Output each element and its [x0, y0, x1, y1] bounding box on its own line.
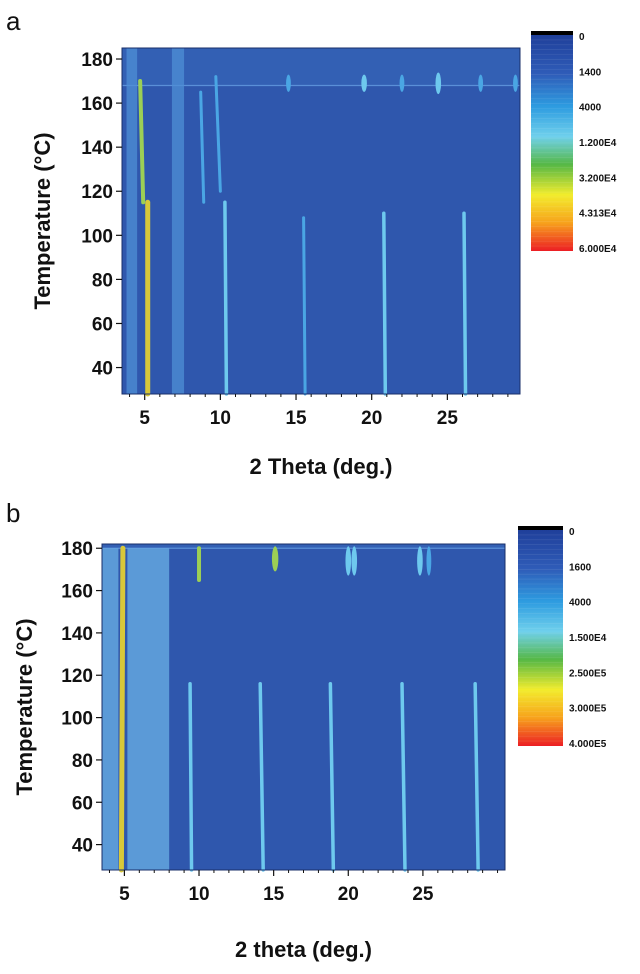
- y-tick-label: 160: [61, 582, 93, 603]
- x-ticks-b: 5 10 15 20 25: [108, 870, 499, 905]
- panel-label-a: a: [6, 6, 21, 36]
- y-tick-label: 120: [81, 182, 113, 203]
- colorbar-label: 4000: [569, 598, 592, 609]
- diffraction-peak: [426, 546, 432, 576]
- diffraction-peak: [345, 546, 352, 576]
- y-ticks-a: 40 60 80 100 120 140 160 180: [81, 50, 122, 380]
- plot-frame: [121, 47, 521, 395]
- colorbar-label: 0: [569, 527, 575, 538]
- colorbar-label: 1600: [569, 562, 592, 573]
- panel-label-b: b: [6, 498, 20, 528]
- y-tick-label: 60: [72, 793, 93, 814]
- y-tick-label: 120: [61, 666, 93, 687]
- x-tick-label: 15: [263, 884, 285, 905]
- x-tick-label: 20: [338, 884, 359, 905]
- colorbar-label: 2.500E5: [569, 668, 607, 679]
- diffraction-band: [102, 548, 119, 870]
- colorbar-gradient: [518, 530, 563, 746]
- diffraction-peak: [188, 681, 194, 872]
- y-ticks-b: 40 60 80 100 120 140 160 180: [61, 539, 102, 857]
- y-tick-label: 100: [81, 226, 113, 247]
- diffraction-band: [171, 48, 185, 394]
- diffraction-peak: [435, 72, 442, 95]
- diffraction-peak: [462, 211, 468, 396]
- diffraction-peak: [271, 546, 279, 572]
- colorbar-label: 1.500E4: [569, 633, 607, 644]
- diffraction-peak: [351, 546, 358, 576]
- y-tick-label: 60: [92, 314, 113, 335]
- colorbar-label: 0: [579, 32, 585, 43]
- colorbar-zero-band: [531, 31, 573, 35]
- diffraction-band: [126, 48, 138, 394]
- y-axis-label-a: Temperature (°C): [30, 132, 55, 309]
- diffraction-peak: [223, 200, 229, 396]
- x-tick-label: 5: [139, 408, 150, 429]
- y-tick-label: 80: [92, 270, 113, 291]
- diffraction-peak: [328, 681, 336, 872]
- colorbar-label: 4.000E5: [569, 739, 607, 750]
- y-tick-label: 180: [81, 50, 113, 71]
- colorbar-label: 1400: [579, 67, 602, 78]
- y-tick-label: 140: [81, 138, 113, 159]
- colorbar-label: 3.000E5: [569, 704, 607, 715]
- colorbar-label: 4.313E4: [579, 209, 617, 220]
- diffraction-peak: [302, 216, 307, 396]
- x-ticks-a: 5 10 15 20 25: [129, 394, 509, 429]
- x-tick-label: 25: [412, 884, 434, 905]
- x-tick-label: 20: [361, 408, 382, 429]
- x-axis-label-b: 2 theta (deg.): [235, 937, 372, 962]
- y-tick-label: 80: [72, 751, 93, 772]
- y-tick-label: 160: [81, 94, 113, 115]
- high-temperature-region: [102, 544, 505, 549]
- heatmap-a: [121, 47, 521, 397]
- y-tick-label: 40: [72, 836, 93, 857]
- colorbar-label: 1.200E4: [579, 138, 617, 149]
- colorbar-gradient: [531, 35, 573, 251]
- diffraction-peak: [361, 74, 367, 92]
- high-temperature-region: [122, 48, 520, 86]
- colorbar-b: 0 1600 4000 1.500E4 2.500E5 3.000E5 4.000E5: [518, 526, 607, 750]
- y-tick-label: 180: [61, 539, 93, 560]
- colorbar-a: 0 1400 4000 1.200E4 3.200E4 4.313E4 6.000E4: [531, 31, 617, 255]
- diffraction-band: [127, 548, 170, 870]
- colorbar-label: 4000: [579, 103, 602, 114]
- diffraction-peak: [199, 90, 206, 204]
- y-tick-label: 140: [61, 624, 93, 645]
- diffraction-peak: [478, 74, 484, 92]
- diffraction-peak: [138, 79, 146, 205]
- x-tick-label: 10: [210, 408, 231, 429]
- diffraction-peak: [214, 75, 222, 193]
- diffraction-peak: [382, 211, 388, 396]
- diffraction-peak: [118, 545, 126, 873]
- diffraction-peak: [258, 681, 265, 872]
- x-tick-label: 15: [285, 408, 307, 429]
- y-tick-label: 40: [92, 359, 113, 380]
- colorbar-label: 6.000E4: [579, 244, 617, 255]
- y-tick-label: 100: [61, 709, 93, 730]
- heatmap-b: [101, 543, 506, 873]
- diffraction-peak: [473, 681, 480, 872]
- diffraction-peak: [417, 546, 423, 576]
- diffraction-peak: [400, 681, 407, 872]
- diffraction-peak: [399, 74, 405, 92]
- colorbar-zero-band: [518, 526, 563, 530]
- y-axis-label-b: Temperature (°C): [12, 618, 37, 795]
- x-tick-label: 10: [188, 884, 209, 905]
- x-axis-label-a: 2 Theta (deg.): [249, 454, 392, 479]
- diffraction-peak: [286, 74, 291, 92]
- diffraction-peak: [513, 74, 518, 92]
- x-tick-label: 25: [437, 408, 459, 429]
- colorbar-label: 3.200E4: [579, 173, 617, 184]
- x-tick-label: 5: [119, 884, 130, 905]
- heatmap-background: [122, 48, 520, 394]
